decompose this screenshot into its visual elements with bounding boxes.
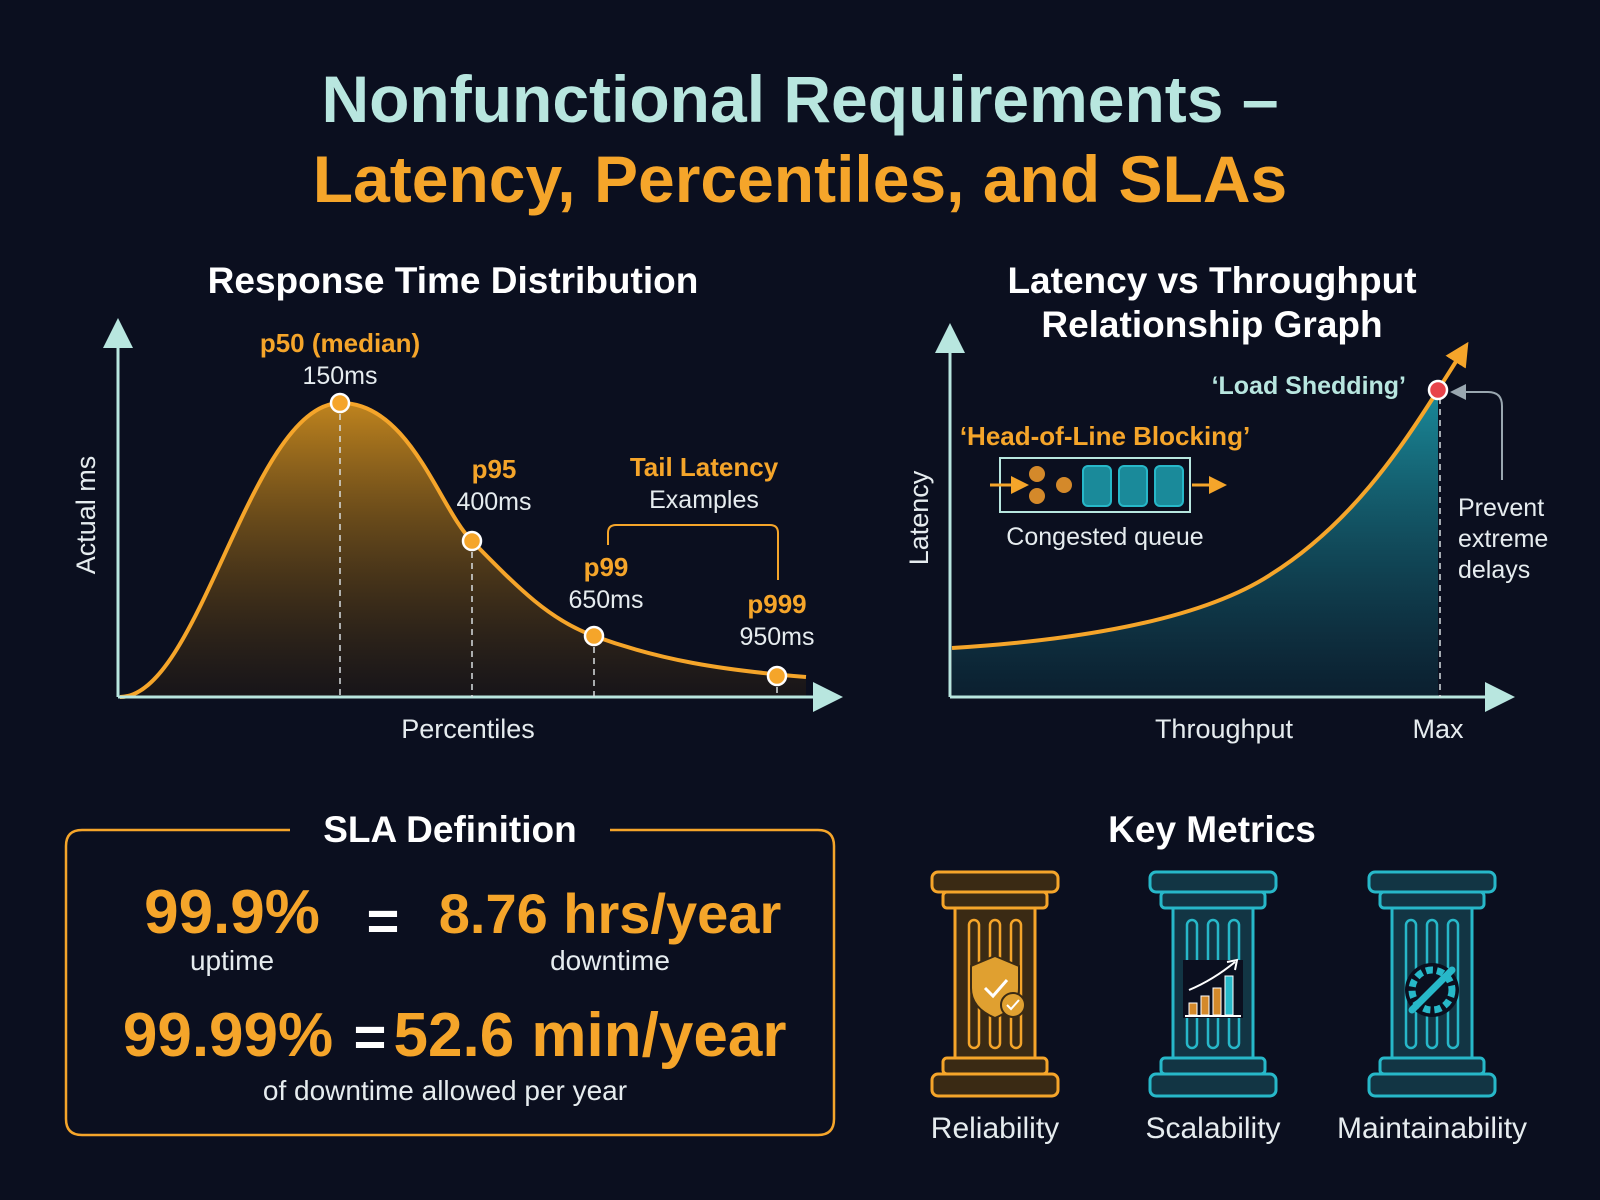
p95-marker (461, 530, 483, 552)
load-shedding-marker (1427, 379, 1449, 401)
prevent-line-2: extreme (1458, 525, 1548, 553)
load-shedding-label: ‘Load Shedding’ (1212, 372, 1406, 400)
pillar-reliability (930, 870, 1060, 1098)
p50-marker (329, 392, 351, 414)
p95-label: p95 (472, 454, 517, 484)
p50-value: 150ms (302, 362, 377, 390)
sla-equals-2: = (354, 1005, 387, 1068)
congested-queue-icon (990, 457, 1227, 513)
response-time-title: Response Time Distribution (208, 260, 699, 301)
title-line-2: Latency, Percentiles, and SLAs (313, 142, 1287, 216)
sla-equals-1: = (367, 889, 400, 952)
pillar-label-scalability: Scalability (1145, 1112, 1280, 1145)
gear-wrench-icon (1405, 963, 1459, 1017)
p999-marker (766, 665, 788, 687)
sla-downtime-1: 8.76 hrs/year (439, 882, 781, 945)
x-axis-label: Percentiles (401, 714, 535, 744)
p999-value: 950ms (739, 623, 814, 651)
p95-value: 400ms (456, 488, 531, 516)
pillar-maintainability (1367, 870, 1497, 1098)
p999-label: p999 (747, 589, 806, 619)
sla-box (64, 828, 836, 1137)
tail-latency-label: Tail Latency (630, 452, 779, 482)
sla-uptime-2: 99.99% (123, 1001, 333, 1070)
p99-marker (583, 625, 605, 647)
latency-curve (951, 341, 1469, 650)
p99-value: 650ms (568, 586, 643, 614)
key-metrics-title: Key Metrics (1108, 809, 1316, 850)
tail-bracket (607, 524, 779, 580)
queue-label: Congested queue (1006, 523, 1203, 551)
growth-chart-icon (1183, 958, 1243, 1018)
max-label: Max (1412, 714, 1464, 744)
title-line-1: Nonfunctional Requirements – (321, 62, 1278, 136)
prevent-line-3: delays (1458, 556, 1530, 584)
sla-note: of downtime allowed per year (263, 1075, 627, 1106)
pillar-label-reliability: Reliability (931, 1112, 1059, 1145)
distribution-curve (119, 400, 807, 699)
sla-uptime-1: 99.9% (144, 878, 320, 947)
sla-downtime-label: downtime (550, 945, 670, 976)
latency-throughput-title-2: Relationship Graph (1041, 304, 1382, 345)
sla-uptime-label: uptime (190, 945, 274, 976)
distribution-area (120, 402, 806, 697)
prevent-line-1: Prevent (1458, 494, 1544, 522)
latency-throughput-title-1: Latency vs Throughput (1007, 260, 1416, 301)
throughput-axis-label: Throughput (1155, 714, 1294, 744)
sla-title: SLA Definition (323, 809, 577, 850)
latency-axis-label: Latency (904, 470, 934, 565)
p99-label: p99 (584, 552, 629, 582)
pillar-scalability (1148, 870, 1278, 1098)
hol-blocking-label: ‘Head-of-Line Blocking’ (960, 421, 1250, 451)
sla-downtime-2: 52.6 min/year (394, 1001, 787, 1070)
tail-latency-sub: Examples (649, 486, 759, 514)
pillar-label-maintainability: Maintainability (1337, 1112, 1527, 1145)
shield-check-icon (970, 954, 1026, 1020)
prevent-arrow (1450, 384, 1503, 480)
latency-area (952, 390, 1438, 697)
p50-label: p50 (median) (260, 328, 420, 358)
y-axis-label: Actual ms (71, 456, 101, 575)
